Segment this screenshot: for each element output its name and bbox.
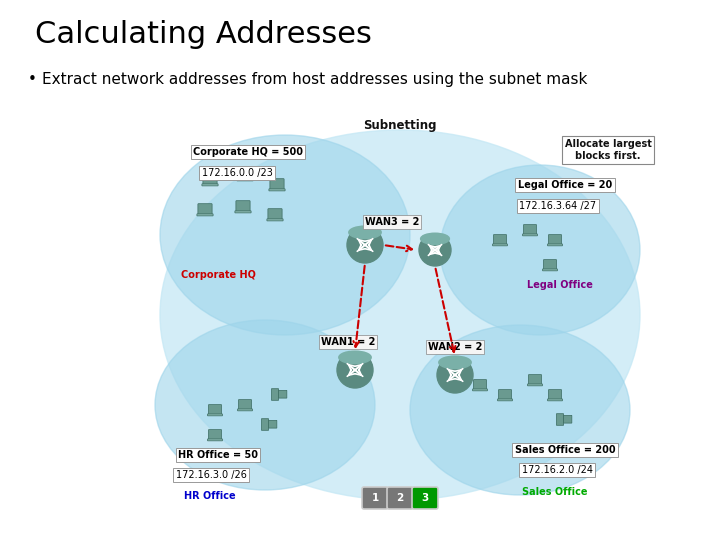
FancyBboxPatch shape <box>237 179 253 181</box>
FancyBboxPatch shape <box>557 414 564 426</box>
Ellipse shape <box>160 135 410 335</box>
Text: •: • <box>28 72 37 87</box>
Ellipse shape <box>160 130 640 500</box>
FancyBboxPatch shape <box>269 189 285 191</box>
Text: WAN2 = 2: WAN2 = 2 <box>428 342 482 352</box>
FancyBboxPatch shape <box>492 244 508 246</box>
FancyBboxPatch shape <box>498 399 513 401</box>
Ellipse shape <box>438 356 471 369</box>
Text: Corporate HQ = 500: Corporate HQ = 500 <box>193 147 303 157</box>
Ellipse shape <box>155 320 375 490</box>
FancyBboxPatch shape <box>549 234 562 245</box>
FancyBboxPatch shape <box>207 439 222 441</box>
FancyBboxPatch shape <box>523 225 536 235</box>
Circle shape <box>419 234 451 266</box>
Ellipse shape <box>440 165 640 335</box>
FancyBboxPatch shape <box>207 414 222 416</box>
FancyBboxPatch shape <box>238 168 252 180</box>
Text: Legal Office = 20: Legal Office = 20 <box>518 180 612 190</box>
Text: 1: 1 <box>372 493 379 503</box>
Text: 3: 3 <box>421 493 428 503</box>
Text: WAN3 = 2: WAN3 = 2 <box>365 217 419 227</box>
Text: Allocate largest
blocks first.: Allocate largest blocks first. <box>564 139 652 161</box>
FancyBboxPatch shape <box>362 487 388 509</box>
Ellipse shape <box>420 233 449 245</box>
FancyBboxPatch shape <box>209 404 222 415</box>
FancyBboxPatch shape <box>528 375 541 385</box>
Text: Corporate HQ: Corporate HQ <box>181 270 256 280</box>
Text: Subnetting: Subnetting <box>364 118 437 132</box>
FancyBboxPatch shape <box>238 400 251 410</box>
Text: 172.16.2.0 /24: 172.16.2.0 /24 <box>521 465 593 475</box>
Text: Legal Office: Legal Office <box>527 280 593 290</box>
Text: Sales Office = 200: Sales Office = 200 <box>515 445 616 455</box>
FancyBboxPatch shape <box>235 211 251 213</box>
Text: 172.16.0.0 /23: 172.16.0.0 /23 <box>202 168 272 178</box>
Text: Sales Office: Sales Office <box>522 487 588 497</box>
Text: HR Office: HR Office <box>184 491 236 501</box>
FancyBboxPatch shape <box>270 179 284 190</box>
Text: Calculating Addresses: Calculating Addresses <box>35 20 372 49</box>
FancyBboxPatch shape <box>472 389 487 391</box>
FancyBboxPatch shape <box>547 399 562 401</box>
FancyBboxPatch shape <box>387 487 413 509</box>
FancyBboxPatch shape <box>267 219 283 221</box>
FancyBboxPatch shape <box>543 269 557 271</box>
FancyBboxPatch shape <box>493 234 507 245</box>
FancyBboxPatch shape <box>209 430 222 440</box>
FancyBboxPatch shape <box>197 214 213 216</box>
FancyBboxPatch shape <box>549 389 562 400</box>
FancyBboxPatch shape <box>261 418 269 430</box>
FancyBboxPatch shape <box>547 244 562 246</box>
Ellipse shape <box>339 351 372 364</box>
FancyBboxPatch shape <box>412 487 438 509</box>
Text: 172.16.3.0 /26: 172.16.3.0 /26 <box>176 470 246 480</box>
FancyBboxPatch shape <box>279 390 287 398</box>
FancyBboxPatch shape <box>523 234 537 236</box>
Text: HR Office = 50: HR Office = 50 <box>178 450 258 460</box>
FancyBboxPatch shape <box>544 260 557 270</box>
FancyBboxPatch shape <box>238 409 253 411</box>
FancyBboxPatch shape <box>202 184 218 186</box>
Ellipse shape <box>410 325 630 495</box>
FancyBboxPatch shape <box>564 415 572 423</box>
FancyBboxPatch shape <box>528 384 542 386</box>
Ellipse shape <box>348 226 381 239</box>
Circle shape <box>337 352 373 388</box>
Circle shape <box>347 227 383 263</box>
FancyBboxPatch shape <box>236 201 250 212</box>
Circle shape <box>437 357 473 393</box>
FancyBboxPatch shape <box>498 389 511 400</box>
FancyBboxPatch shape <box>198 204 212 215</box>
Text: Extract network addresses from host addresses using the subnet mask: Extract network addresses from host addr… <box>42 72 588 87</box>
FancyBboxPatch shape <box>269 420 277 428</box>
FancyBboxPatch shape <box>203 174 217 185</box>
Text: 172.16.3.64 /27: 172.16.3.64 /27 <box>519 201 597 211</box>
FancyBboxPatch shape <box>474 380 487 390</box>
Text: 2: 2 <box>397 493 404 503</box>
FancyBboxPatch shape <box>271 389 279 400</box>
Text: WAN1 = 2: WAN1 = 2 <box>321 337 375 347</box>
FancyBboxPatch shape <box>268 208 282 220</box>
